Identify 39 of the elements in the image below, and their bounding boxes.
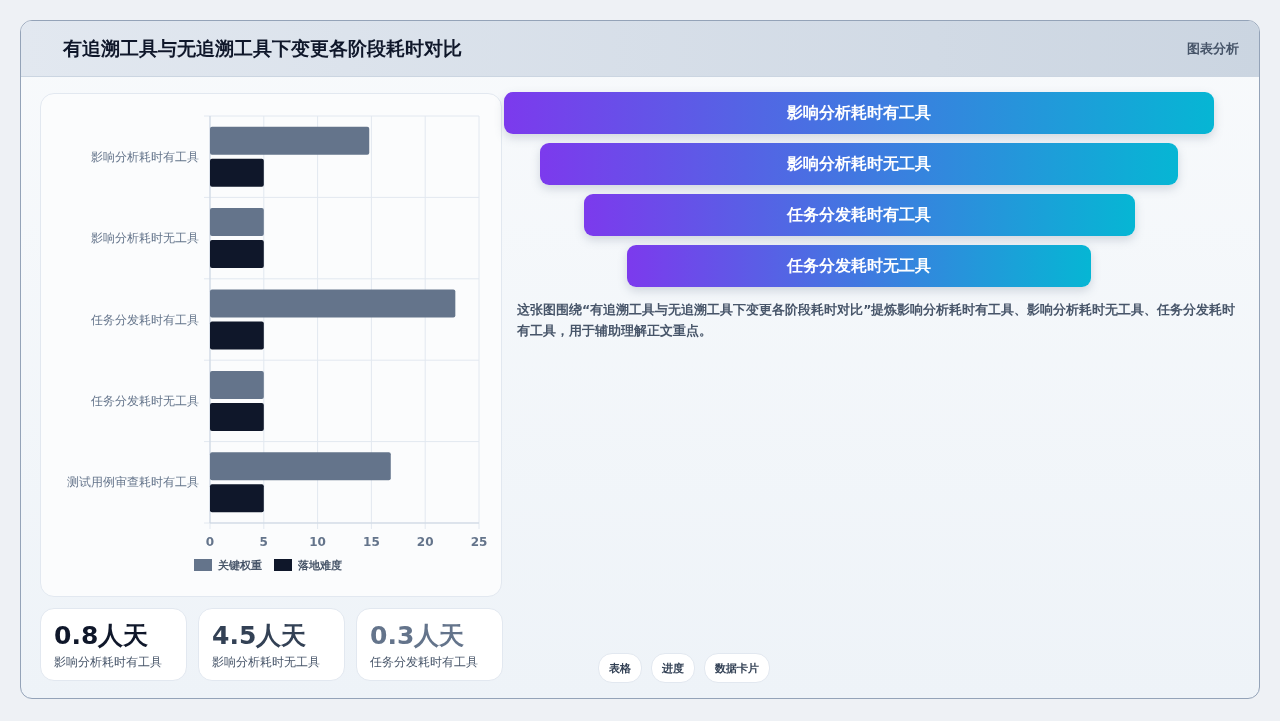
bar: [210, 452, 391, 481]
x-tick-label: 20: [416, 535, 434, 549]
category-label: 影响分析耗时无工具: [212, 654, 320, 671]
bar: [210, 321, 264, 350]
bar: [210, 158, 264, 187]
bar: [210, 289, 456, 318]
category-label: 任务分发耗时有工具: [370, 654, 478, 671]
legend-label: 关键权重: [217, 559, 262, 572]
bar: [210, 208, 264, 237]
bar: [210, 126, 370, 155]
bar: [210, 370, 264, 399]
x-tick-label: 10: [309, 535, 326, 549]
text: 0.3人天: [370, 620, 465, 652]
chart-title: 有追溯工具与无追溯工具下变更各阶段耗时对比: [63, 36, 462, 61]
y-tick-label: 影响分析耗时有工具: [91, 149, 199, 164]
y-tick-label: 任务分发耗时有工具: [90, 312, 199, 327]
y-tick-label: 任务分发耗时无工具: [90, 393, 199, 408]
category-label: 影响分析耗时有工具: [54, 654, 162, 671]
category-label: 影响分析耗时有工具: [504, 92, 1214, 134]
text: 图表分析: [1187, 40, 1239, 58]
x-tick-label: 25: [470, 535, 488, 549]
x-tick-label: 5: [259, 535, 268, 549]
category-label: 任务分发耗时有工具: [583, 194, 1135, 236]
category-label: 任务分发耗时无工具: [627, 245, 1091, 287]
x-tick-label: 15: [363, 535, 380, 549]
legend-label: 落地难度: [297, 559, 342, 572]
x-tick-label: 0: [205, 535, 215, 549]
text: 数据卡片: [704, 653, 770, 683]
text: 4.5人天: [212, 620, 307, 652]
bar: [210, 402, 264, 431]
text: 表格: [598, 653, 642, 683]
text: 0.8人天: [54, 620, 149, 652]
bar: [210, 484, 264, 513]
y-tick-label: 影响分析耗时无工具: [91, 231, 199, 246]
bar: [210, 240, 264, 269]
text: 进度: [651, 653, 695, 683]
y-tick-label: 测试用例审查耗时有工具: [67, 475, 199, 490]
text: 这张图围绕“有追溯工具与无追溯工具下变更各阶段耗时对比”提炼影响分析耗时有工具、影响分析耗时无工具、任务分发耗时有工具，用于辅助理解正文重点。: [517, 301, 1237, 340]
category-label: 影响分析耗时无工具: [540, 143, 1178, 185]
